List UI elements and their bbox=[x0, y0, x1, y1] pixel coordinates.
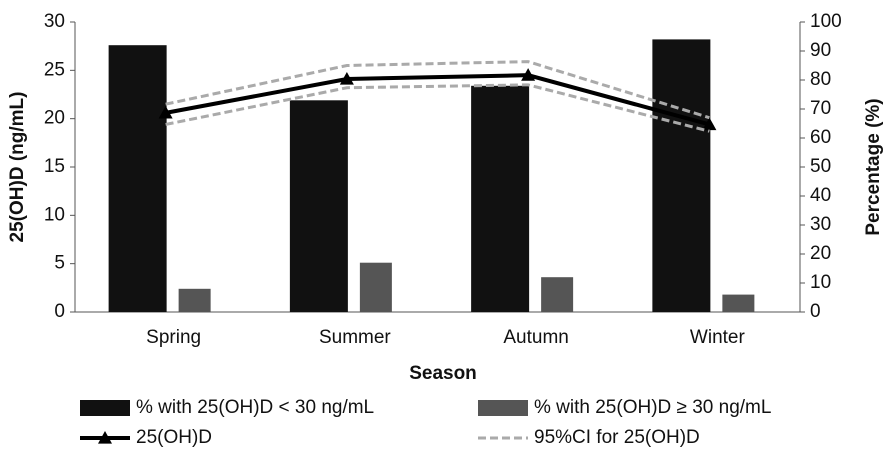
ci-line bbox=[165, 60, 710, 120]
y2-tick-label: 80 bbox=[810, 69, 831, 90]
y-tick-label: 15 bbox=[44, 156, 65, 177]
x-tick-label: Summer bbox=[319, 327, 391, 348]
y-tick-label: 10 bbox=[44, 204, 65, 225]
line-marker bbox=[702, 117, 717, 131]
legend-marker bbox=[98, 431, 112, 444]
line-marker bbox=[158, 105, 173, 119]
y-tick-label: 30 bbox=[44, 11, 65, 32]
legend-label: % with 25(OH)D < 30 ng/mL bbox=[136, 397, 374, 418]
legend-label: % with 25(OH)D ≥ 30 ng/mL bbox=[534, 397, 771, 418]
x-tick-label: Autumn bbox=[503, 327, 568, 348]
bar bbox=[359, 262, 392, 312]
bar bbox=[471, 85, 530, 312]
x-tick-label: Spring bbox=[146, 327, 201, 348]
bar bbox=[652, 39, 711, 313]
bar bbox=[178, 288, 211, 312]
y2-tick-label: 90 bbox=[810, 40, 831, 61]
y2-tick-label: 60 bbox=[810, 127, 831, 148]
bar bbox=[541, 277, 574, 312]
x-axis-title: Season bbox=[409, 363, 477, 384]
x-tick-label: Winter bbox=[690, 327, 746, 348]
line bbox=[165, 73, 710, 127]
y2-tick-label: 30 bbox=[810, 214, 831, 235]
y2-tick-label: 70 bbox=[810, 98, 831, 119]
y2-tick-label: 20 bbox=[810, 243, 831, 264]
ci-line bbox=[165, 83, 710, 133]
y2-tick-label: 10 bbox=[810, 272, 831, 293]
bar bbox=[108, 45, 167, 312]
y2-axis-title: Percentage (%) bbox=[863, 98, 884, 235]
legend-swatch bbox=[478, 400, 528, 416]
bar bbox=[722, 294, 755, 312]
legend-swatch bbox=[80, 400, 130, 416]
legend-label: 95%CI for 25(OH)D bbox=[534, 427, 700, 448]
y-tick-label: 20 bbox=[44, 108, 65, 129]
y-axis-title: 25(OH)D (ng/mL) bbox=[7, 92, 28, 243]
y-tick-label: 25 bbox=[44, 59, 65, 80]
bar bbox=[289, 100, 348, 312]
y-tick-label: 5 bbox=[54, 253, 65, 274]
y-tick-label: 0 bbox=[54, 301, 65, 322]
line-marker bbox=[339, 72, 354, 85]
line-marker bbox=[521, 68, 536, 81]
y2-tick-label: 100 bbox=[810, 11, 842, 32]
y2-tick-label: 0 bbox=[810, 301, 821, 322]
y2-tick-label: 50 bbox=[810, 156, 831, 177]
legend-label: 25(OH)D bbox=[136, 427, 212, 448]
y2-tick-label: 40 bbox=[810, 185, 831, 206]
